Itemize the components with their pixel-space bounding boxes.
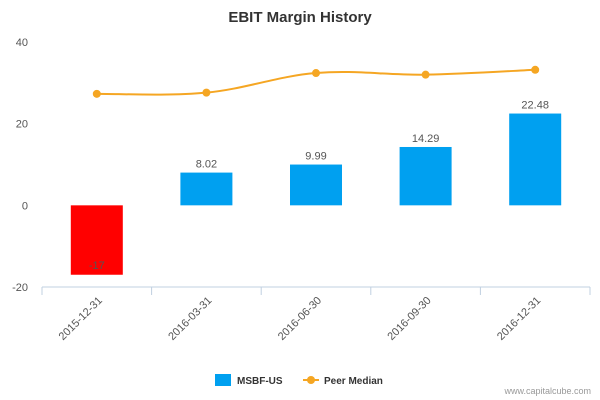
x-tick-label: 2016-03-31 bbox=[166, 295, 214, 343]
bar-data-label: 22.48 bbox=[521, 100, 549, 112]
credit-text: www.capitalcube.com bbox=[503, 386, 591, 396]
chart-title: EBIT Margin History bbox=[228, 9, 372, 26]
x-axis: 2015-12-31 2016-03-31 2016-06-30 2016-09-30… bbox=[41, 286, 591, 343]
bar bbox=[180, 172, 233, 206]
legend-peer-label: Peer Median bbox=[324, 376, 383, 387]
bar bbox=[70, 205, 123, 275]
peer-median-point bbox=[531, 65, 540, 74]
y-tick-label: 40 bbox=[16, 37, 28, 49]
peer-median-point bbox=[312, 69, 320, 78]
peer-median-point bbox=[421, 70, 430, 79]
bar bbox=[290, 164, 342, 206]
legend-peer-marker bbox=[307, 376, 315, 384]
x-tick-label: 2016-06-30 bbox=[276, 295, 324, 343]
bar-data-label: -17 bbox=[89, 260, 105, 272]
peer-median-series bbox=[92, 65, 540, 98]
bar bbox=[399, 146, 452, 206]
bar-data-label: 8.02 bbox=[196, 159, 217, 171]
bar-data-label: 9.99 bbox=[305, 151, 326, 163]
legend-msbf-label: MSBF-US bbox=[237, 376, 283, 387]
x-tick-label: 2016-09-30 bbox=[385, 295, 433, 343]
peer-median-point bbox=[92, 89, 101, 98]
bar-data-label: 14.29 bbox=[412, 133, 440, 145]
bar bbox=[509, 113, 562, 206]
bar-series bbox=[70, 113, 562, 275]
x-tick-label: 2016-12-31 bbox=[495, 295, 543, 343]
bar-data-labels: -17 8.02 9.99 14.29 22.48 bbox=[89, 100, 549, 272]
y-tick-label: -20 bbox=[12, 282, 28, 294]
y-tick-label: 20 bbox=[16, 119, 28, 131]
peer-median-point bbox=[202, 88, 211, 97]
y-tick-label: 0 bbox=[22, 200, 28, 212]
legend-msbf-swatch bbox=[215, 374, 231, 386]
legend: MSBF-US Peer Median bbox=[215, 374, 383, 387]
y-axis: -20 0 20 40 bbox=[12, 37, 28, 294]
x-tick-label: 2015-12-31 bbox=[57, 295, 105, 343]
